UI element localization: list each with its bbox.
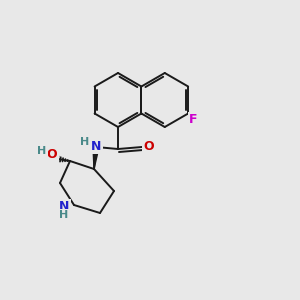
Text: H: H xyxy=(59,210,69,220)
Text: O: O xyxy=(144,140,154,154)
Text: H: H xyxy=(80,137,90,147)
Text: N: N xyxy=(91,140,101,152)
Text: F: F xyxy=(189,113,197,126)
Text: N: N xyxy=(59,200,69,214)
Polygon shape xyxy=(93,147,99,169)
Text: O: O xyxy=(47,148,57,161)
Text: H: H xyxy=(38,146,46,156)
